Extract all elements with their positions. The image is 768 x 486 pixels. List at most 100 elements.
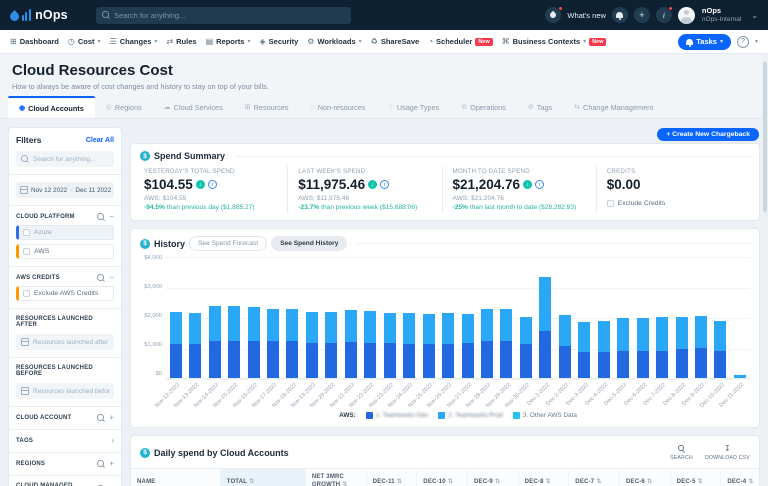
chevron-right-icon[interactable]: › <box>111 437 114 445</box>
column-header-dec-5[interactable]: DEC-5⇅ <box>670 469 721 486</box>
nav-item-business-contexts[interactable]: ⌘Business Contexts▾New <box>502 37 607 46</box>
tab-tags[interactable]: ⊘Tags <box>517 96 563 118</box>
see-spend-history-button[interactable]: See Spend History <box>271 236 347 251</box>
sort-icon[interactable]: ⇅ <box>249 479 254 485</box>
bar-nov-24-2022[interactable] <box>403 313 415 378</box>
add-icon[interactable]: + <box>634 7 650 23</box>
nav-item-sharesave[interactable]: ♻ShareSave <box>371 37 420 46</box>
help-button[interactable]: ? <box>737 36 749 48</box>
launched-before-field[interactable] <box>33 388 109 395</box>
collapse-icon[interactable]: − <box>109 274 114 282</box>
avatar[interactable] <box>678 7 695 24</box>
sort-icon[interactable]: ⇅ <box>698 479 703 485</box>
bar-dec-10-2022[interactable] <box>714 321 726 378</box>
bar-dec-5-2022[interactable] <box>617 318 629 378</box>
global-search-input[interactable] <box>114 11 345 20</box>
filter-section-cloud-account[interactable]: CLOUD ACCOUNT + <box>16 414 114 422</box>
launched-after-field[interactable] <box>33 339 109 346</box>
expand-icon[interactable]: + <box>109 414 114 422</box>
launched-after-input[interactable] <box>16 334 114 350</box>
filters-search-input[interactable] <box>33 156 109 163</box>
bar-dec-9-2022[interactable] <box>695 316 707 378</box>
nav-item-reports[interactable]: ▤Reports▾ <box>206 37 251 46</box>
tab-non-resources[interactable]: ◌Non-resources <box>300 96 377 118</box>
column-header-dec-10[interactable]: DEC-10⇅ <box>417 469 468 486</box>
info-icon[interactable]: i <box>380 180 389 189</box>
filter-option-exclude-aws-credits[interactable]: Exclude AWS Credits <box>16 286 114 301</box>
bar-nov-14-2022[interactable] <box>209 306 221 378</box>
bar-nov-28-2022[interactable] <box>481 309 493 378</box>
launched-before-input[interactable] <box>16 383 114 399</box>
download-csv-button[interactable]: ↧ DOWNLOAD CSV <box>705 444 750 461</box>
bar-nov-15-2022[interactable] <box>228 306 240 378</box>
tasks-button[interactable]: Tasks ▾ <box>678 34 731 50</box>
exclude-credits-checkbox[interactable] <box>607 200 614 207</box>
filter-section-tags[interactable]: TAGS › <box>16 437 114 445</box>
column-header-dec-11[interactable]: DEC-11⇅ <box>366 469 417 486</box>
column-header-dec-6[interactable]: DEC-6⇅ <box>619 469 670 486</box>
global-search[interactable] <box>96 7 351 24</box>
expand-icon[interactable]: + <box>109 460 114 468</box>
nops-logo[interactable]: nOps <box>10 8 88 22</box>
date-range-picker[interactable]: Nov 12 2022 - Dec 11 2022 <box>16 182 114 198</box>
bar-dec-3-2022[interactable] <box>578 322 590 378</box>
bar-nov-23-2022[interactable] <box>384 313 396 378</box>
bar-nov-13-2022[interactable] <box>189 313 201 378</box>
bar-nov-26-2022[interactable] <box>442 313 454 378</box>
checkbox[interactable] <box>23 248 30 255</box>
nav-item-scheduler[interactable]: ◔SchedulerNew <box>428 37 492 46</box>
sort-icon[interactable]: ⇅ <box>448 479 453 485</box>
filter-option-aws[interactable]: AWS <box>16 244 114 259</box>
bar-nov-20-2022[interactable] <box>325 312 337 378</box>
bar-nov-21-2022[interactable] <box>345 310 357 378</box>
filters-search[interactable] <box>16 151 114 167</box>
bar-nov-25-2022[interactable] <box>423 314 435 378</box>
collapse-icon[interactable]: − <box>109 213 114 221</box>
info-icon[interactable]: i <box>656 7 672 23</box>
sort-icon[interactable]: ⇅ <box>495 479 500 485</box>
column-header-net-3mrc-growth[interactable]: NET 3MRC GROWTH⇅ <box>305 469 366 486</box>
bar-nov-22-2022[interactable] <box>364 311 376 378</box>
bar-dec-2-2022[interactable] <box>559 315 571 378</box>
bar-nov-12-2022[interactable] <box>170 312 182 378</box>
nav-item-changes[interactable]: ☰Changes▾ <box>110 37 158 46</box>
scrollbar-thumb[interactable] <box>763 62 767 212</box>
nav-item-dashboard[interactable]: ⊞Dashboard <box>10 37 59 46</box>
tab-cloud-accounts[interactable]: ◉Cloud Accounts <box>8 96 95 118</box>
info-icon[interactable]: i <box>208 180 217 189</box>
filter-option-azure[interactable]: Azure <box>16 225 114 240</box>
whats-new-label[interactable]: What's new <box>567 11 606 20</box>
bar-nov-19-2022[interactable] <box>306 312 318 378</box>
column-header-dec-8[interactable]: DEC-8⇅ <box>518 469 569 486</box>
sort-icon[interactable]: ⇅ <box>596 479 601 485</box>
bar-nov-29-2022[interactable] <box>500 309 512 378</box>
bar-dec-11-2022[interactable] <box>734 375 746 378</box>
chevron-down-icon[interactable]: ⌄ <box>751 11 758 20</box>
tab-resources[interactable]: ⊞Resources <box>234 96 300 118</box>
chevron-down-icon[interactable]: ▾ <box>755 38 758 45</box>
column-header-total[interactable]: TOTAL⇅ <box>220 469 305 486</box>
sort-icon[interactable]: ⇅ <box>748 479 753 485</box>
info-icon[interactable]: i <box>535 180 544 189</box>
tab-regions[interactable]: ◎Regions <box>95 96 153 118</box>
vertical-scrollbar[interactable] <box>762 54 768 486</box>
checkbox[interactable] <box>23 229 30 236</box>
search-icon[interactable] <box>97 213 105 221</box>
bar-dec-7-2022[interactable] <box>656 317 668 378</box>
bar-dec-6-2022[interactable] <box>637 318 649 378</box>
bar-nov-27-2022[interactable] <box>462 314 474 378</box>
search-icon[interactable] <box>97 414 105 422</box>
bar-dec-4-2022[interactable] <box>598 321 610 378</box>
sort-icon[interactable]: ⇅ <box>546 479 551 485</box>
column-header-dec-4[interactable]: DEC-4⇅ <box>721 469 760 486</box>
bar-dec-8-2022[interactable] <box>676 317 688 378</box>
tab-cloud-services[interactable]: ☁Cloud Services <box>153 96 234 118</box>
see-spend-forecast-button[interactable]: See Spend Forecast <box>189 236 267 251</box>
bell-icon[interactable] <box>612 7 628 23</box>
table-search-button[interactable]: SEARCH <box>670 444 693 461</box>
tab-operations[interactable]: ⊖Operations <box>450 96 517 118</box>
column-header-dec-9[interactable]: DEC-9⇅ <box>467 469 518 486</box>
whats-new-icon[interactable] <box>545 7 561 23</box>
exclude-credits-option[interactable]: Exclude Credits <box>607 200 740 207</box>
checkbox[interactable] <box>23 290 30 297</box>
